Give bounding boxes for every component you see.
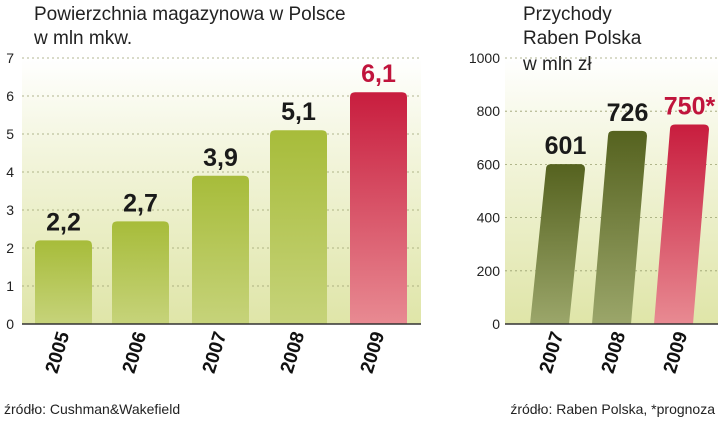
y-tick-label: 400 <box>477 210 501 226</box>
value-label-2006: 2,7 <box>123 189 158 217</box>
value-label-2008: 726 <box>607 99 649 127</box>
value-label-2005: 2,2 <box>46 208 81 236</box>
x-tick-label-2008: 2008 <box>598 329 630 376</box>
bar-2007 <box>530 164 585 324</box>
y-tick-label: 7 <box>6 50 14 66</box>
chart-title-line-3: w mln zł <box>522 54 592 75</box>
source-note: źródło: Cushman&Wakefield <box>4 401 180 417</box>
bar-2008 <box>270 130 327 324</box>
x-tick-label-2007: 2007 <box>199 329 231 376</box>
y-tick-label: 0 <box>492 316 500 332</box>
bar-2009 <box>654 124 709 324</box>
y-tick-label: 3 <box>6 202 14 218</box>
x-tick-label-2008: 2008 <box>277 329 309 376</box>
bar-2008 <box>592 130 647 324</box>
bar-2005 <box>35 240 92 324</box>
x-tick-label-2009: 2009 <box>357 329 389 376</box>
y-tick-label: 2 <box>6 240 14 256</box>
bar-2006 <box>112 221 169 324</box>
y-tick-label: 5 <box>6 126 14 142</box>
chart-warehouse-space: Powierzchnia magazynowa w Polsce w mln m… <box>4 4 421 417</box>
y-tick-label: 4 <box>6 164 14 180</box>
chart-title-line-2: Raben Polska <box>523 28 642 49</box>
bar-2009 <box>350 92 407 324</box>
x-tick-label-2006: 2006 <box>119 329 151 376</box>
bar-2007 <box>192 175 249 324</box>
chart-title-line-2: w mln mkw. <box>33 28 132 49</box>
y-tick-label: 6 <box>6 88 14 104</box>
chart-raben-revenue: Przychody Raben Polska w mln zł 0 200 400 6… <box>469 4 718 417</box>
value-label-2009: 750* <box>664 93 716 121</box>
x-tick-label-2005: 2005 <box>42 329 75 376</box>
chart-title-line-1: Powierzchnia magazynowa w Polsce <box>34 4 346 25</box>
x-tick-label-2009: 2009 <box>660 329 692 376</box>
value-label-2008: 5,1 <box>281 98 316 126</box>
y-tick-label: 600 <box>477 156 501 172</box>
y-tick-label: 1000 <box>469 50 500 66</box>
value-label-2007: 3,9 <box>203 144 238 172</box>
y-tick-label: 1 <box>6 278 14 294</box>
y-tick-label: 200 <box>477 263 501 279</box>
y-tick-label: 0 <box>6 316 14 332</box>
x-tick-label-2007: 2007 <box>536 329 568 376</box>
source-note: źródło: Raben Polska, *prognoza <box>510 401 715 417</box>
chart-title-line-1: Przychody <box>523 4 612 25</box>
y-tick-label: 800 <box>477 103 501 119</box>
value-label-2009: 6,1 <box>361 60 396 88</box>
value-label-2007: 601 <box>545 132 587 160</box>
